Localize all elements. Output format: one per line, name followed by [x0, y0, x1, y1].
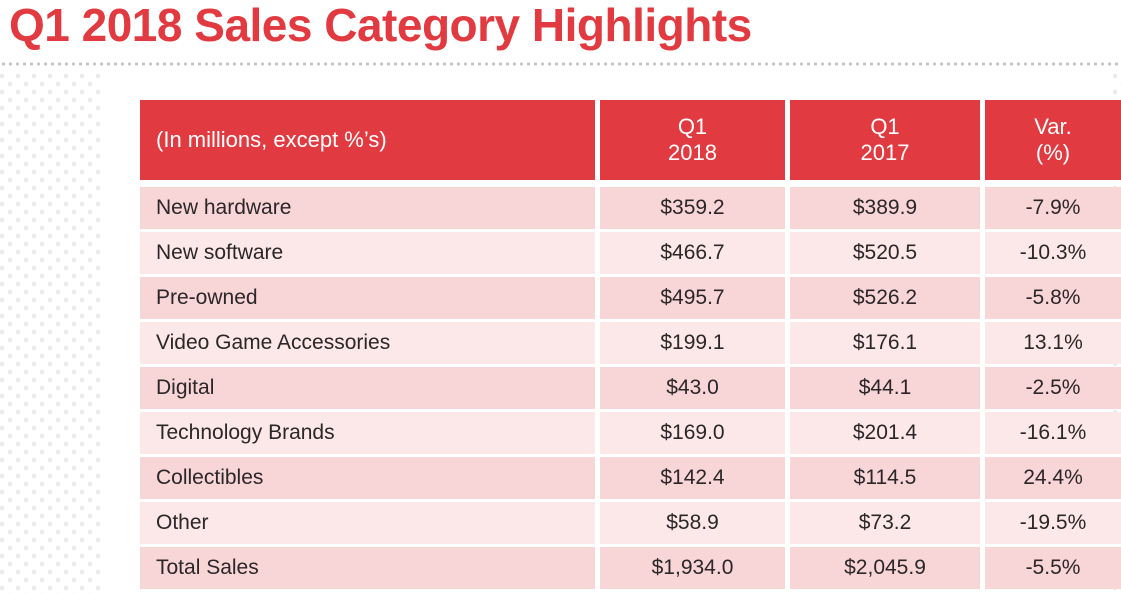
q1-2017-value: $2,045.9	[790, 547, 980, 589]
var-pct-value: -10.3%	[985, 232, 1121, 274]
header-q1-2017: Q1 2017	[790, 100, 980, 180]
q1-2018-value: $142.4	[600, 457, 785, 499]
var-pct-value: -19.5%	[985, 502, 1121, 544]
header-units: (In millions, except %’s)	[140, 100, 595, 180]
page-title: Q1 2018 Sales Category Highlights	[9, 0, 752, 51]
sales-table: (In millions, except %’s) Q1 2018 Q1 201…	[140, 100, 1121, 589]
header-q1-2018: Q1 2018	[600, 100, 785, 180]
table-body: New hardware $359.2 $389.9 -7.9% New sof…	[140, 187, 1121, 589]
var-pct-value: -5.8%	[985, 277, 1121, 319]
q1-2017-value: $114.5	[790, 457, 980, 499]
q1-2017-value: $73.2	[790, 502, 980, 544]
var-pct-value: -5.5%	[985, 547, 1121, 589]
table-header-row: (In millions, except %’s) Q1 2018 Q1 201…	[140, 100, 1121, 180]
var-pct-value: -2.5%	[985, 367, 1121, 409]
row-label: Digital	[140, 367, 595, 409]
q1-2018-value: $359.2	[600, 187, 785, 229]
q1-2017-value: $44.1	[790, 367, 980, 409]
q1-2018-value: $58.9	[600, 502, 785, 544]
q1-2018-value: $1,934.0	[600, 547, 785, 589]
title-separator	[0, 62, 1121, 66]
q1-2018-value: $495.7	[600, 277, 785, 319]
q1-2018-value: $43.0	[600, 367, 785, 409]
background-dot-pattern-left	[0, 74, 104, 594]
row-label: Other	[140, 502, 595, 544]
row-label: Video Game Accessories	[140, 322, 595, 364]
var-pct-value: -7.9%	[985, 187, 1121, 229]
q1-2017-value: $389.9	[790, 187, 980, 229]
q1-2018-value: $169.0	[600, 412, 785, 454]
var-pct-value: 13.1%	[985, 322, 1121, 364]
var-pct-value: -16.1%	[985, 412, 1121, 454]
q1-2017-value: $201.4	[790, 412, 980, 454]
row-label: New software	[140, 232, 595, 274]
header-var-pct: Var. (%)	[985, 100, 1121, 180]
row-label: New hardware	[140, 187, 595, 229]
q1-2018-value: $199.1	[600, 322, 785, 364]
row-label: Technology Brands	[140, 412, 595, 454]
q1-2017-value: $526.2	[790, 277, 980, 319]
row-label: Pre-owned	[140, 277, 595, 319]
row-label: Total Sales	[140, 547, 595, 589]
q1-2017-value: $520.5	[790, 232, 980, 274]
q1-2018-value: $466.7	[600, 232, 785, 274]
q1-2017-value: $176.1	[790, 322, 980, 364]
row-label: Collectibles	[140, 457, 595, 499]
var-pct-value: 24.4%	[985, 457, 1121, 499]
